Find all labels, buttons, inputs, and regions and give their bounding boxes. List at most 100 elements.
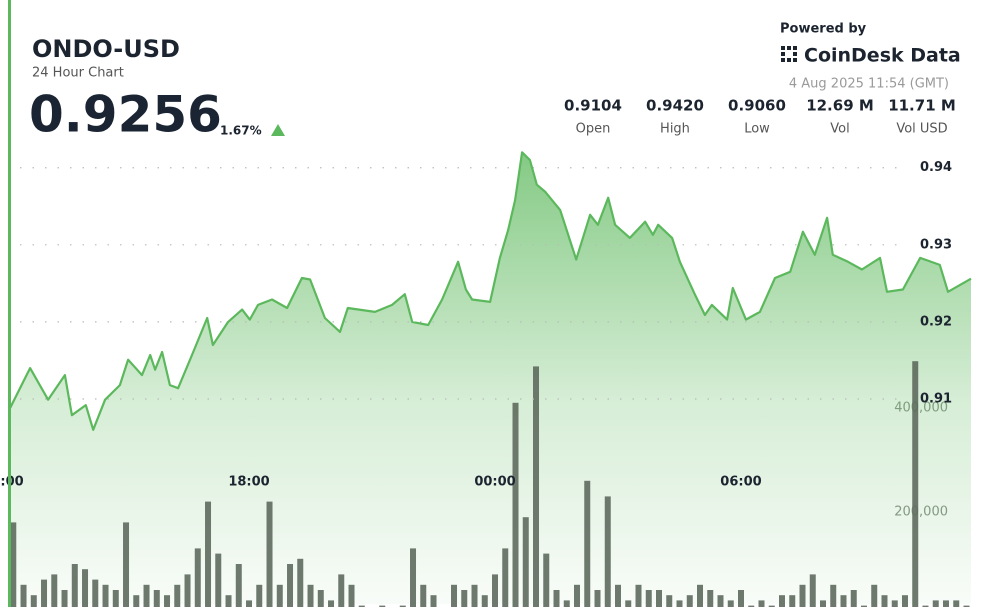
volume-bar bbox=[676, 600, 683, 607]
volume-bar bbox=[830, 584, 837, 607]
volume-bar bbox=[51, 574, 58, 607]
volume-bar bbox=[819, 600, 826, 607]
volume-bar bbox=[778, 595, 785, 607]
volume-bar bbox=[82, 569, 89, 607]
price-line bbox=[9, 151, 972, 431]
volume-bar bbox=[594, 590, 601, 607]
volume-bar bbox=[860, 605, 867, 607]
volume-bar bbox=[656, 590, 663, 607]
volume-bar bbox=[328, 600, 335, 607]
volume-bar bbox=[850, 590, 857, 607]
volume-bar bbox=[686, 595, 693, 607]
volume-bar bbox=[942, 600, 949, 607]
y-tick-label: 0.94 bbox=[920, 160, 952, 175]
volume-bar bbox=[707, 590, 714, 607]
timestamp: 4 Aug 2025 11:54 (GMT) bbox=[789, 77, 949, 92]
stat-value: 0.9060 bbox=[728, 97, 786, 115]
volume-bar bbox=[789, 595, 796, 607]
volume-bar bbox=[430, 595, 437, 607]
volume-bar bbox=[143, 584, 150, 607]
volume-bar bbox=[891, 600, 898, 607]
volume-bar bbox=[164, 595, 171, 607]
stat-value: 11.71 M bbox=[888, 97, 956, 115]
volume-bar bbox=[215, 553, 222, 607]
volume-bar bbox=[512, 402, 519, 607]
volume-bar bbox=[30, 595, 37, 607]
stat-label: Low bbox=[744, 122, 770, 137]
volume-bar bbox=[174, 584, 181, 607]
volume-bar bbox=[246, 600, 253, 607]
volume-bar bbox=[112, 590, 119, 607]
area-fill bbox=[10, 152, 971, 605]
volume-bar bbox=[20, 584, 27, 607]
volume-bar bbox=[574, 584, 581, 607]
volume-bar bbox=[235, 564, 242, 607]
volume-bar bbox=[471, 584, 478, 607]
volume-bar bbox=[604, 496, 611, 607]
plot-area: 200,000400,0000.910.920.930.9412:0018:00… bbox=[0, 151, 972, 607]
volume-bar bbox=[809, 574, 816, 607]
volume-bar bbox=[338, 574, 345, 607]
volume-bar bbox=[379, 605, 386, 607]
volume-bar bbox=[881, 595, 888, 607]
y-tick-label: 0.91 bbox=[920, 391, 952, 406]
stat-label: Vol USD bbox=[896, 122, 947, 137]
price-change: 1.67% bbox=[220, 124, 262, 138]
volume-bar bbox=[153, 590, 160, 607]
powered-by: Powered by bbox=[780, 22, 867, 37]
stat-value: 0.9420 bbox=[646, 97, 704, 115]
brand-name: CoinDesk Data bbox=[804, 45, 961, 67]
left-border bbox=[8, 0, 11, 607]
brand-logo bbox=[781, 46, 797, 62]
x-tick-label: 12:00 bbox=[0, 475, 24, 490]
volume-bar bbox=[348, 584, 355, 607]
volume-bar bbox=[317, 590, 324, 607]
x-tick-label: 18:00 bbox=[228, 475, 269, 490]
volume-bar bbox=[10, 522, 17, 607]
volume-bar bbox=[932, 600, 939, 607]
volume-bar bbox=[184, 574, 191, 607]
volume-bar bbox=[563, 600, 570, 607]
x-tick-label: 06:00 bbox=[720, 475, 761, 490]
volume-bar bbox=[225, 595, 232, 607]
volume-bar bbox=[953, 600, 960, 607]
chart-subtitle: 24 Hour Chart bbox=[32, 66, 124, 81]
volume-bar bbox=[737, 590, 744, 607]
volume-bar bbox=[71, 564, 78, 607]
volume-bar bbox=[543, 553, 550, 607]
volume-bar bbox=[307, 584, 314, 607]
volume-bar bbox=[481, 595, 488, 607]
volume-bar bbox=[799, 584, 806, 607]
volume-bar bbox=[102, 584, 109, 607]
volume-bar bbox=[297, 558, 304, 607]
volume-bar bbox=[410, 548, 417, 607]
stat-label: High bbox=[660, 122, 690, 137]
volume-bar bbox=[645, 590, 652, 607]
volume-bar bbox=[727, 600, 734, 607]
volume-bar bbox=[871, 584, 878, 607]
stat-value: 0.9104 bbox=[564, 97, 622, 115]
volume-bar bbox=[399, 605, 406, 607]
volume-bar bbox=[133, 595, 140, 607]
volume-bar bbox=[625, 600, 632, 607]
y-tick-label: 0.92 bbox=[920, 314, 952, 329]
volume-bar bbox=[533, 366, 540, 607]
chart-title: ONDO-USD bbox=[32, 35, 180, 63]
volume-bar bbox=[287, 564, 294, 607]
current-price: 0.9256 bbox=[29, 86, 222, 144]
volume-bar bbox=[922, 605, 929, 607]
stats: 0.9104 Open 0.9420 High 0.9060 Low 12.69 M Vol 1… bbox=[564, 97, 956, 137]
x-tick-label: 00:00 bbox=[474, 475, 515, 490]
stat-label: Vol bbox=[830, 122, 849, 137]
up-arrow bbox=[271, 124, 285, 136]
volume-bar bbox=[748, 605, 755, 607]
volume-bar bbox=[912, 361, 919, 607]
volume-bar bbox=[461, 590, 468, 607]
volume-bar bbox=[901, 595, 908, 607]
volume-bar bbox=[717, 595, 724, 607]
volume-bar bbox=[276, 584, 283, 607]
volume-bar bbox=[61, 590, 68, 607]
y-tick-label: 0.93 bbox=[920, 237, 952, 252]
volume-bar bbox=[584, 480, 591, 607]
